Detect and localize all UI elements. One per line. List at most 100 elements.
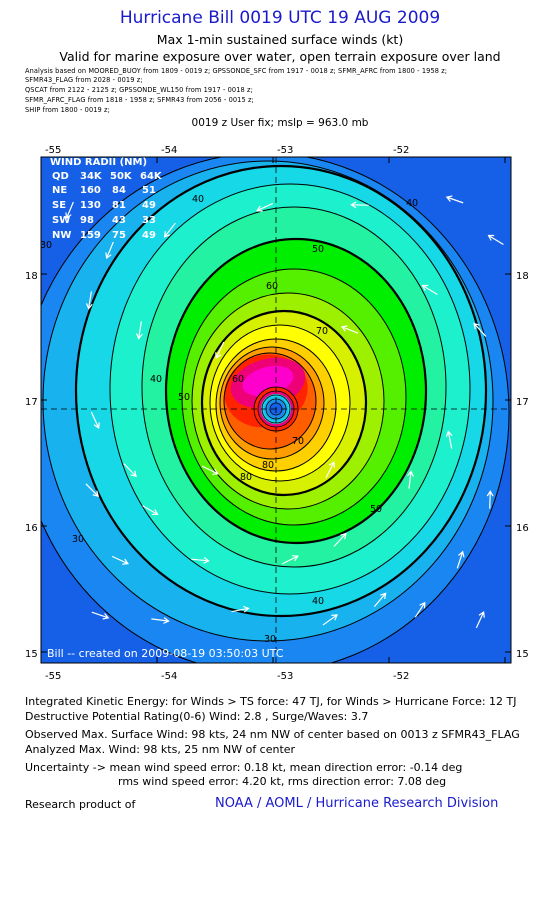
radii-cell: 81 [112,200,126,211]
contour-label: 40 [312,596,324,607]
contour-label: 40 [406,198,418,209]
plot-frame [40,156,512,664]
wind-arrow [105,241,114,260]
wind-arrow [231,605,250,613]
contour-label: 70 [292,436,304,447]
contour-label: 30 [40,240,52,251]
wind-arrow [191,557,210,564]
wind-arrow [486,490,494,509]
contour-line [209,324,351,482]
wind-arrow [135,321,143,340]
tick-label-bottom: -53 [277,671,293,682]
chart-subtitle: Max 1-min sustained surface winds (kt) [156,32,404,47]
contour-label: 50 [178,392,190,403]
analysis-line: SFMR43_FLAG from 2028 - 0019 z; [25,76,143,84]
contour-label: 60 [232,374,244,385]
wind-arrow [281,555,299,565]
contour-label: 60 [266,281,278,292]
analysis-line: SHIP from 1800 - 0019 z; [25,106,110,114]
wind-field-map: -55 -54 -53 -52 -55 -54 -53 -52 18 17 16… [25,145,529,682]
radii-cell: 49 [142,230,156,241]
wind-arrow [445,430,453,449]
contour-label: 40 [150,374,162,385]
tick-label-left: 15 [25,649,38,660]
tick-label-top: -55 [45,145,61,156]
contour-label: 50 [312,244,324,255]
contour-lines [41,157,510,663]
radii-cell: 84 [112,185,126,196]
contour-line [141,206,447,568]
uncertainty-line: Uncertainty -> mean wind speed error: 0.… [25,761,463,774]
uncertainty-rms-line: rms wind speed error: 4.20 kt, rms direc… [118,775,447,788]
tick-label-top: -53 [277,145,293,156]
ike-line: Integrated Kinetic Energy: for Winds > T… [25,695,517,708]
analysis-line: Analysis based on MOORED_BUOY from 1809 … [25,67,448,75]
contour-line [219,346,325,460]
tick-label-top: -54 [161,145,177,156]
dpr-line: Destructive Potential Rating(0-6) Wind: … [25,710,369,723]
wind-arrow [445,195,464,204]
validity-note: Valid for marine exposure over water, op… [59,49,501,64]
wind-arrow [325,461,335,479]
wind-arrow [407,470,414,489]
wind-arrow [111,555,129,565]
tick-label-right: 15 [516,649,529,660]
research-label: Research product of [25,798,136,811]
radii-header-cell: 50K [110,171,133,182]
wind-arrow [487,234,504,246]
radii-cell: 130 [80,200,101,211]
radii-cell: 160 [80,185,101,196]
contour-label: 40 [192,194,204,205]
wind-arrow [473,322,487,337]
tick-label-bottom: -54 [161,671,177,682]
tick-label-top: -52 [393,145,409,156]
wind-arrow [350,201,369,209]
analyzed-max-line: Analyzed Max. Wind: 98 kts, 25 nm NW of … [25,743,296,756]
wind-arrow [333,532,347,547]
tick-label-right: 16 [516,523,529,534]
contour-line [109,183,471,595]
contour-label: 30 [264,634,276,645]
contour-label: 50 [370,504,382,515]
contour-line [223,352,317,450]
radii-header-cell: 34K [80,171,103,182]
tick-label-right: 18 [516,271,529,282]
wind-arrow [421,284,438,295]
contour-label: 80 [262,460,274,471]
contour-line [200,309,368,497]
radii-cell: NE [52,185,67,196]
wind-arrow [123,463,137,478]
contour-line [41,157,510,663]
analysis-line: SFMR_AFRC_FLAG from 1818 - 1958 z; SFMR4… [25,96,254,104]
radii-cell: 33 [142,215,156,226]
tick-label-left: 17 [25,397,38,408]
tick-label-left: 16 [25,523,38,534]
radii-cell: 49 [142,200,156,211]
radii-cell: 75 [112,230,126,241]
analysis-line: QSCAT from 2122 - 2125 z; GPSSONDE_WL150… [25,86,253,94]
wind-radii-table: WIND RADII (NM) QD 34K 50K 64K NE 160 84… [50,157,163,241]
noaa-link[interactable]: NOAA / AOML / Hurricane Research Divisio… [215,796,499,811]
radii-header-cell: QD [52,171,69,182]
radii-cell: NW [52,230,71,241]
wind-arrow [215,341,225,359]
contour-line [42,160,494,642]
contour-line [74,164,488,618]
wind-arrow [322,614,339,626]
radii-cell: SE [52,200,66,211]
contour-line [191,292,385,510]
contour-line [181,268,407,526]
wind-arrow [151,617,170,624]
radii-header-cell: 64K [140,171,163,182]
wind-arrow [85,483,99,497]
wind-arrow [256,202,274,212]
observed-max-line: Observed Max. Surface Wind: 98 kts, 24 n… [25,728,520,741]
wind-arrow [142,505,159,516]
wind-arrow [163,222,176,238]
radii-cell: SW [52,215,70,226]
wind-arrow [201,465,219,475]
wind-arrow [65,201,74,220]
contour-label: 70 [316,326,328,337]
wind-arrow [414,601,426,618]
contour-label: 80 [240,472,252,483]
